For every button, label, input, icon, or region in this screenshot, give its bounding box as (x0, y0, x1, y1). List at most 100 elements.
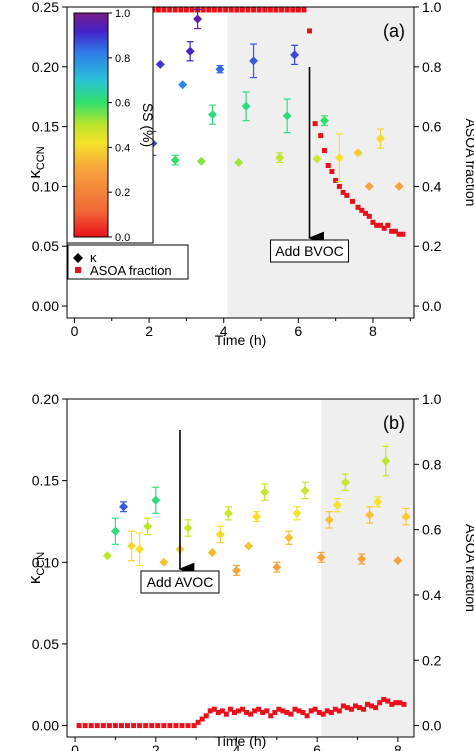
legend-kappa-label: κ (90, 250, 97, 265)
asoa-point (227, 706, 233, 712)
y2-tick-label: 0.8 (422, 456, 442, 472)
y2-axis-label: ASOA fraction (463, 524, 474, 612)
asoa-point (365, 701, 371, 707)
asoa-point (272, 710, 278, 716)
asoa-point (252, 708, 258, 714)
asoa-point (106, 723, 112, 729)
kappa-point (300, 485, 310, 495)
asoa-point (268, 713, 274, 719)
kappa-point (223, 508, 233, 518)
asoa-point (211, 706, 217, 712)
asoa-point (100, 723, 106, 729)
asoa-point (217, 7, 223, 13)
kappa-point (102, 551, 112, 561)
kappa-point (151, 495, 161, 505)
kappa-point (215, 64, 225, 74)
asoa-point (325, 162, 331, 168)
asoa-point (167, 7, 173, 13)
y-axis-label-subscript: CCN (35, 146, 47, 170)
x-axis-label: Time (h) (215, 332, 267, 348)
y2-tick-label: 0.6 (422, 119, 442, 135)
kappa-point (365, 510, 375, 520)
asoa-point (401, 701, 407, 707)
kappa-point (170, 155, 180, 165)
asoa-point (161, 723, 167, 729)
asoa-point (392, 228, 398, 234)
asoa-point (377, 700, 383, 706)
asoa-point (203, 713, 209, 719)
asoa-point (385, 222, 391, 228)
asoa-point (228, 7, 234, 13)
asoa-point (397, 700, 403, 706)
panel-b: 0 2 4 6 8 Time (h) 0.00 0.05 0.10 0.15 0.20 κCCN 0.0… (25, 391, 474, 751)
asoa-point (336, 183, 342, 189)
kappa-point (183, 523, 193, 533)
asoa-point (301, 7, 307, 13)
asoa-point (279, 7, 285, 13)
y-axis-label: κCCN (25, 146, 47, 178)
asoa-point (321, 148, 327, 154)
asoa-point (173, 723, 179, 729)
x-tick-label: 2 (152, 742, 160, 751)
asoa-point (349, 198, 355, 204)
asoa-point (344, 192, 350, 198)
asoa-point (248, 711, 254, 717)
colorbar-tick-label: 0.2 (115, 187, 130, 199)
y2-tick-label: 0.0 (422, 298, 442, 314)
kappa-point (231, 565, 241, 575)
y-tick-label: 0.20 (32, 59, 59, 75)
asoa-point (340, 703, 346, 709)
asoa-point (137, 723, 143, 729)
asoa-point (292, 706, 298, 712)
kappa-point (249, 56, 259, 66)
kappa-point (272, 562, 282, 572)
asoa-point (183, 7, 189, 13)
asoa-point (199, 716, 205, 722)
colorbar-label: SS (%) (140, 103, 156, 147)
legend-kappa-marker (73, 253, 83, 263)
kappa-point (401, 512, 411, 522)
asoa-point (308, 708, 314, 714)
asoa-point (143, 723, 149, 729)
asoa-point (320, 711, 326, 717)
kappa-point (340, 477, 350, 487)
colorbar-tick-label: 0.4 (115, 142, 130, 154)
y-tick-label: 0.15 (32, 119, 59, 135)
asoa-point (389, 701, 395, 707)
asoa-point (333, 177, 339, 183)
kappa-point (208, 110, 218, 120)
asoa-point (357, 705, 363, 711)
colorbar (73, 12, 109, 238)
y-tick-label: 0.15 (32, 473, 59, 489)
asoa-point (112, 723, 118, 729)
asoa-point (244, 710, 250, 716)
asoa-point (260, 710, 266, 716)
x-tick-label: 6 (313, 742, 321, 751)
x-tick-label: 0 (71, 742, 79, 751)
kappa-point (207, 547, 217, 557)
asoa-point (290, 7, 296, 13)
y-tick-label: 0.00 (32, 718, 59, 734)
asoa-point (332, 706, 338, 712)
x-tick-label: 2 (145, 323, 153, 339)
kappa-point (282, 111, 292, 121)
asoa-point (318, 133, 324, 139)
kappa-point (196, 156, 206, 166)
asoa-point (267, 7, 273, 13)
kappa-point (185, 46, 195, 56)
asoa-point (172, 7, 178, 13)
kappa-point (178, 80, 188, 90)
asoa-point (118, 723, 124, 729)
asoa-point (381, 225, 387, 231)
asoa-point (185, 723, 191, 729)
asoa-point (300, 710, 306, 716)
y2-tick-label: 0.2 (422, 652, 442, 668)
kappa-point (292, 508, 302, 518)
panel-label: (b) (383, 413, 405, 433)
asoa-point (195, 719, 201, 725)
asoa-point (149, 723, 155, 729)
asoa-point (234, 7, 240, 13)
y2-tick-label: 0.8 (422, 59, 442, 75)
